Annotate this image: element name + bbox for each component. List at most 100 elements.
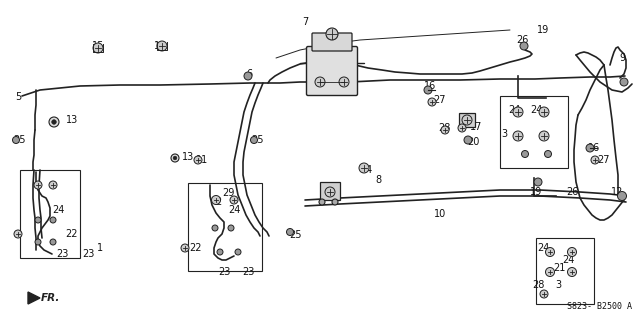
Circle shape — [568, 268, 577, 277]
Circle shape — [319, 199, 325, 205]
Text: 11: 11 — [196, 155, 208, 165]
Text: 29: 29 — [222, 188, 234, 198]
Circle shape — [14, 230, 22, 238]
Circle shape — [13, 137, 19, 144]
Circle shape — [464, 136, 472, 144]
Text: 8: 8 — [375, 175, 381, 185]
Text: 25: 25 — [252, 135, 264, 145]
Text: 24: 24 — [52, 205, 64, 215]
Text: 22: 22 — [189, 243, 202, 253]
Text: 5: 5 — [15, 92, 21, 102]
Text: 20: 20 — [467, 137, 479, 147]
Circle shape — [520, 42, 528, 50]
Text: 17: 17 — [470, 122, 482, 132]
Text: 24: 24 — [508, 105, 520, 115]
Text: 24: 24 — [530, 105, 542, 115]
Text: 18: 18 — [154, 41, 166, 51]
Circle shape — [49, 181, 57, 189]
Circle shape — [539, 131, 549, 141]
Circle shape — [618, 191, 627, 201]
Circle shape — [591, 156, 599, 164]
Circle shape — [332, 199, 338, 205]
Text: 19: 19 — [537, 25, 549, 35]
Text: 26: 26 — [516, 35, 528, 45]
Bar — [320, 182, 340, 200]
Circle shape — [235, 249, 241, 255]
Circle shape — [212, 225, 218, 231]
Bar — [500, 96, 568, 168]
Text: 24: 24 — [228, 205, 240, 215]
Text: 3: 3 — [501, 129, 507, 139]
Bar — [459, 113, 475, 127]
Text: 24: 24 — [562, 255, 574, 265]
Text: 23: 23 — [82, 249, 94, 259]
Text: 27: 27 — [596, 155, 609, 165]
Circle shape — [35, 239, 41, 245]
Text: 22: 22 — [66, 229, 78, 239]
Bar — [20, 170, 80, 258]
Circle shape — [620, 78, 628, 86]
Circle shape — [230, 196, 238, 204]
Text: 4: 4 — [333, 190, 339, 200]
Circle shape — [522, 151, 529, 158]
Text: 23: 23 — [56, 249, 68, 259]
Text: 6: 6 — [246, 69, 252, 79]
Text: FR.: FR. — [41, 293, 60, 303]
Text: 25: 25 — [289, 230, 301, 240]
Circle shape — [228, 225, 234, 231]
Text: 2: 2 — [215, 197, 221, 207]
Circle shape — [171, 154, 179, 162]
Text: 28: 28 — [438, 123, 450, 133]
Circle shape — [194, 156, 202, 164]
FancyBboxPatch shape — [312, 33, 352, 51]
Polygon shape — [28, 292, 40, 304]
Circle shape — [513, 131, 523, 141]
Text: 1: 1 — [97, 243, 103, 253]
Circle shape — [181, 244, 189, 252]
Circle shape — [359, 163, 369, 173]
Circle shape — [540, 290, 548, 298]
Circle shape — [211, 196, 221, 204]
Circle shape — [586, 144, 594, 152]
Text: 13: 13 — [182, 152, 194, 162]
Circle shape — [315, 77, 325, 87]
Circle shape — [217, 249, 223, 255]
Bar — [188, 183, 262, 271]
Circle shape — [173, 156, 177, 160]
Text: 16: 16 — [424, 81, 436, 91]
Text: 9: 9 — [619, 53, 625, 63]
Text: 7: 7 — [302, 17, 308, 27]
Text: 15: 15 — [92, 41, 104, 51]
Text: 3: 3 — [555, 280, 561, 290]
Text: 24: 24 — [537, 243, 549, 253]
Circle shape — [568, 248, 577, 256]
Circle shape — [93, 43, 103, 53]
Circle shape — [326, 28, 338, 40]
Circle shape — [534, 178, 542, 186]
Circle shape — [545, 151, 552, 158]
Text: 19: 19 — [530, 187, 542, 197]
Circle shape — [424, 86, 432, 94]
Circle shape — [513, 107, 523, 117]
Circle shape — [49, 117, 59, 127]
Text: 16: 16 — [588, 143, 600, 153]
Text: S823- B2500 A: S823- B2500 A — [567, 302, 632, 311]
Circle shape — [545, 268, 554, 277]
Circle shape — [52, 120, 56, 124]
Circle shape — [462, 115, 472, 125]
Text: 26: 26 — [566, 187, 578, 197]
Circle shape — [441, 126, 449, 134]
Circle shape — [287, 228, 294, 235]
Text: 25: 25 — [13, 135, 26, 145]
Text: 28: 28 — [532, 280, 544, 290]
Circle shape — [50, 217, 56, 223]
Circle shape — [50, 239, 56, 245]
Circle shape — [250, 137, 257, 144]
FancyBboxPatch shape — [307, 47, 358, 95]
Circle shape — [34, 181, 42, 189]
Bar — [536, 238, 594, 304]
Circle shape — [325, 187, 335, 197]
Circle shape — [157, 41, 167, 51]
Circle shape — [458, 124, 466, 132]
Text: 10: 10 — [434, 209, 446, 219]
